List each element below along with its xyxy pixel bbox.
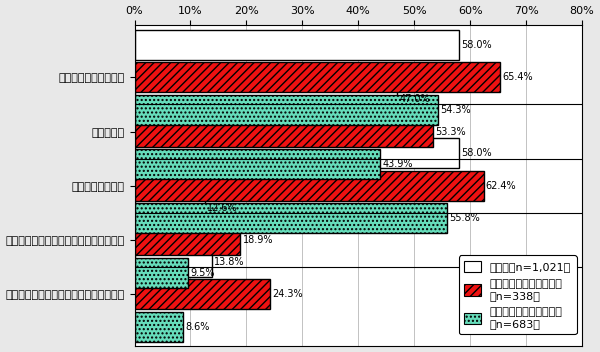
Bar <box>134 149 380 179</box>
Bar <box>134 62 500 92</box>
Text: 58.0%: 58.0% <box>461 148 492 158</box>
Text: 43.9%: 43.9% <box>382 159 413 169</box>
Bar <box>134 225 240 255</box>
Bar <box>134 171 484 201</box>
Legend: 口全体（n=1,021）, 会社からの安否確認あり
（n=338）, 会社からの安否確認なし
（n=683）: 口全体（n=1,021）, 会社からの安否確認あり （n=338）, 会社からの… <box>458 256 577 334</box>
Bar <box>134 193 205 222</box>
Text: 47.0%: 47.0% <box>400 94 430 104</box>
Bar <box>134 138 459 168</box>
Text: 18.9%: 18.9% <box>242 235 273 245</box>
Bar <box>134 247 212 277</box>
Bar <box>134 95 438 125</box>
Text: 13.8%: 13.8% <box>214 257 244 267</box>
Text: 54.3%: 54.3% <box>440 105 471 115</box>
Text: 62.4%: 62.4% <box>486 181 517 191</box>
Text: 9.5%: 9.5% <box>190 268 214 278</box>
Text: 8.6%: 8.6% <box>185 322 209 332</box>
Text: 24.3%: 24.3% <box>273 289 304 299</box>
Bar <box>134 312 182 342</box>
Bar <box>134 203 446 233</box>
Text: 12.6%: 12.6% <box>207 202 238 213</box>
Bar <box>134 30 459 60</box>
Bar <box>134 117 433 146</box>
Text: 65.4%: 65.4% <box>503 73 533 82</box>
Bar <box>134 279 271 309</box>
Bar <box>134 258 188 288</box>
Bar <box>134 84 397 114</box>
Text: 58.0%: 58.0% <box>461 40 492 50</box>
Text: 55.8%: 55.8% <box>449 213 479 224</box>
Text: 53.3%: 53.3% <box>435 127 466 137</box>
